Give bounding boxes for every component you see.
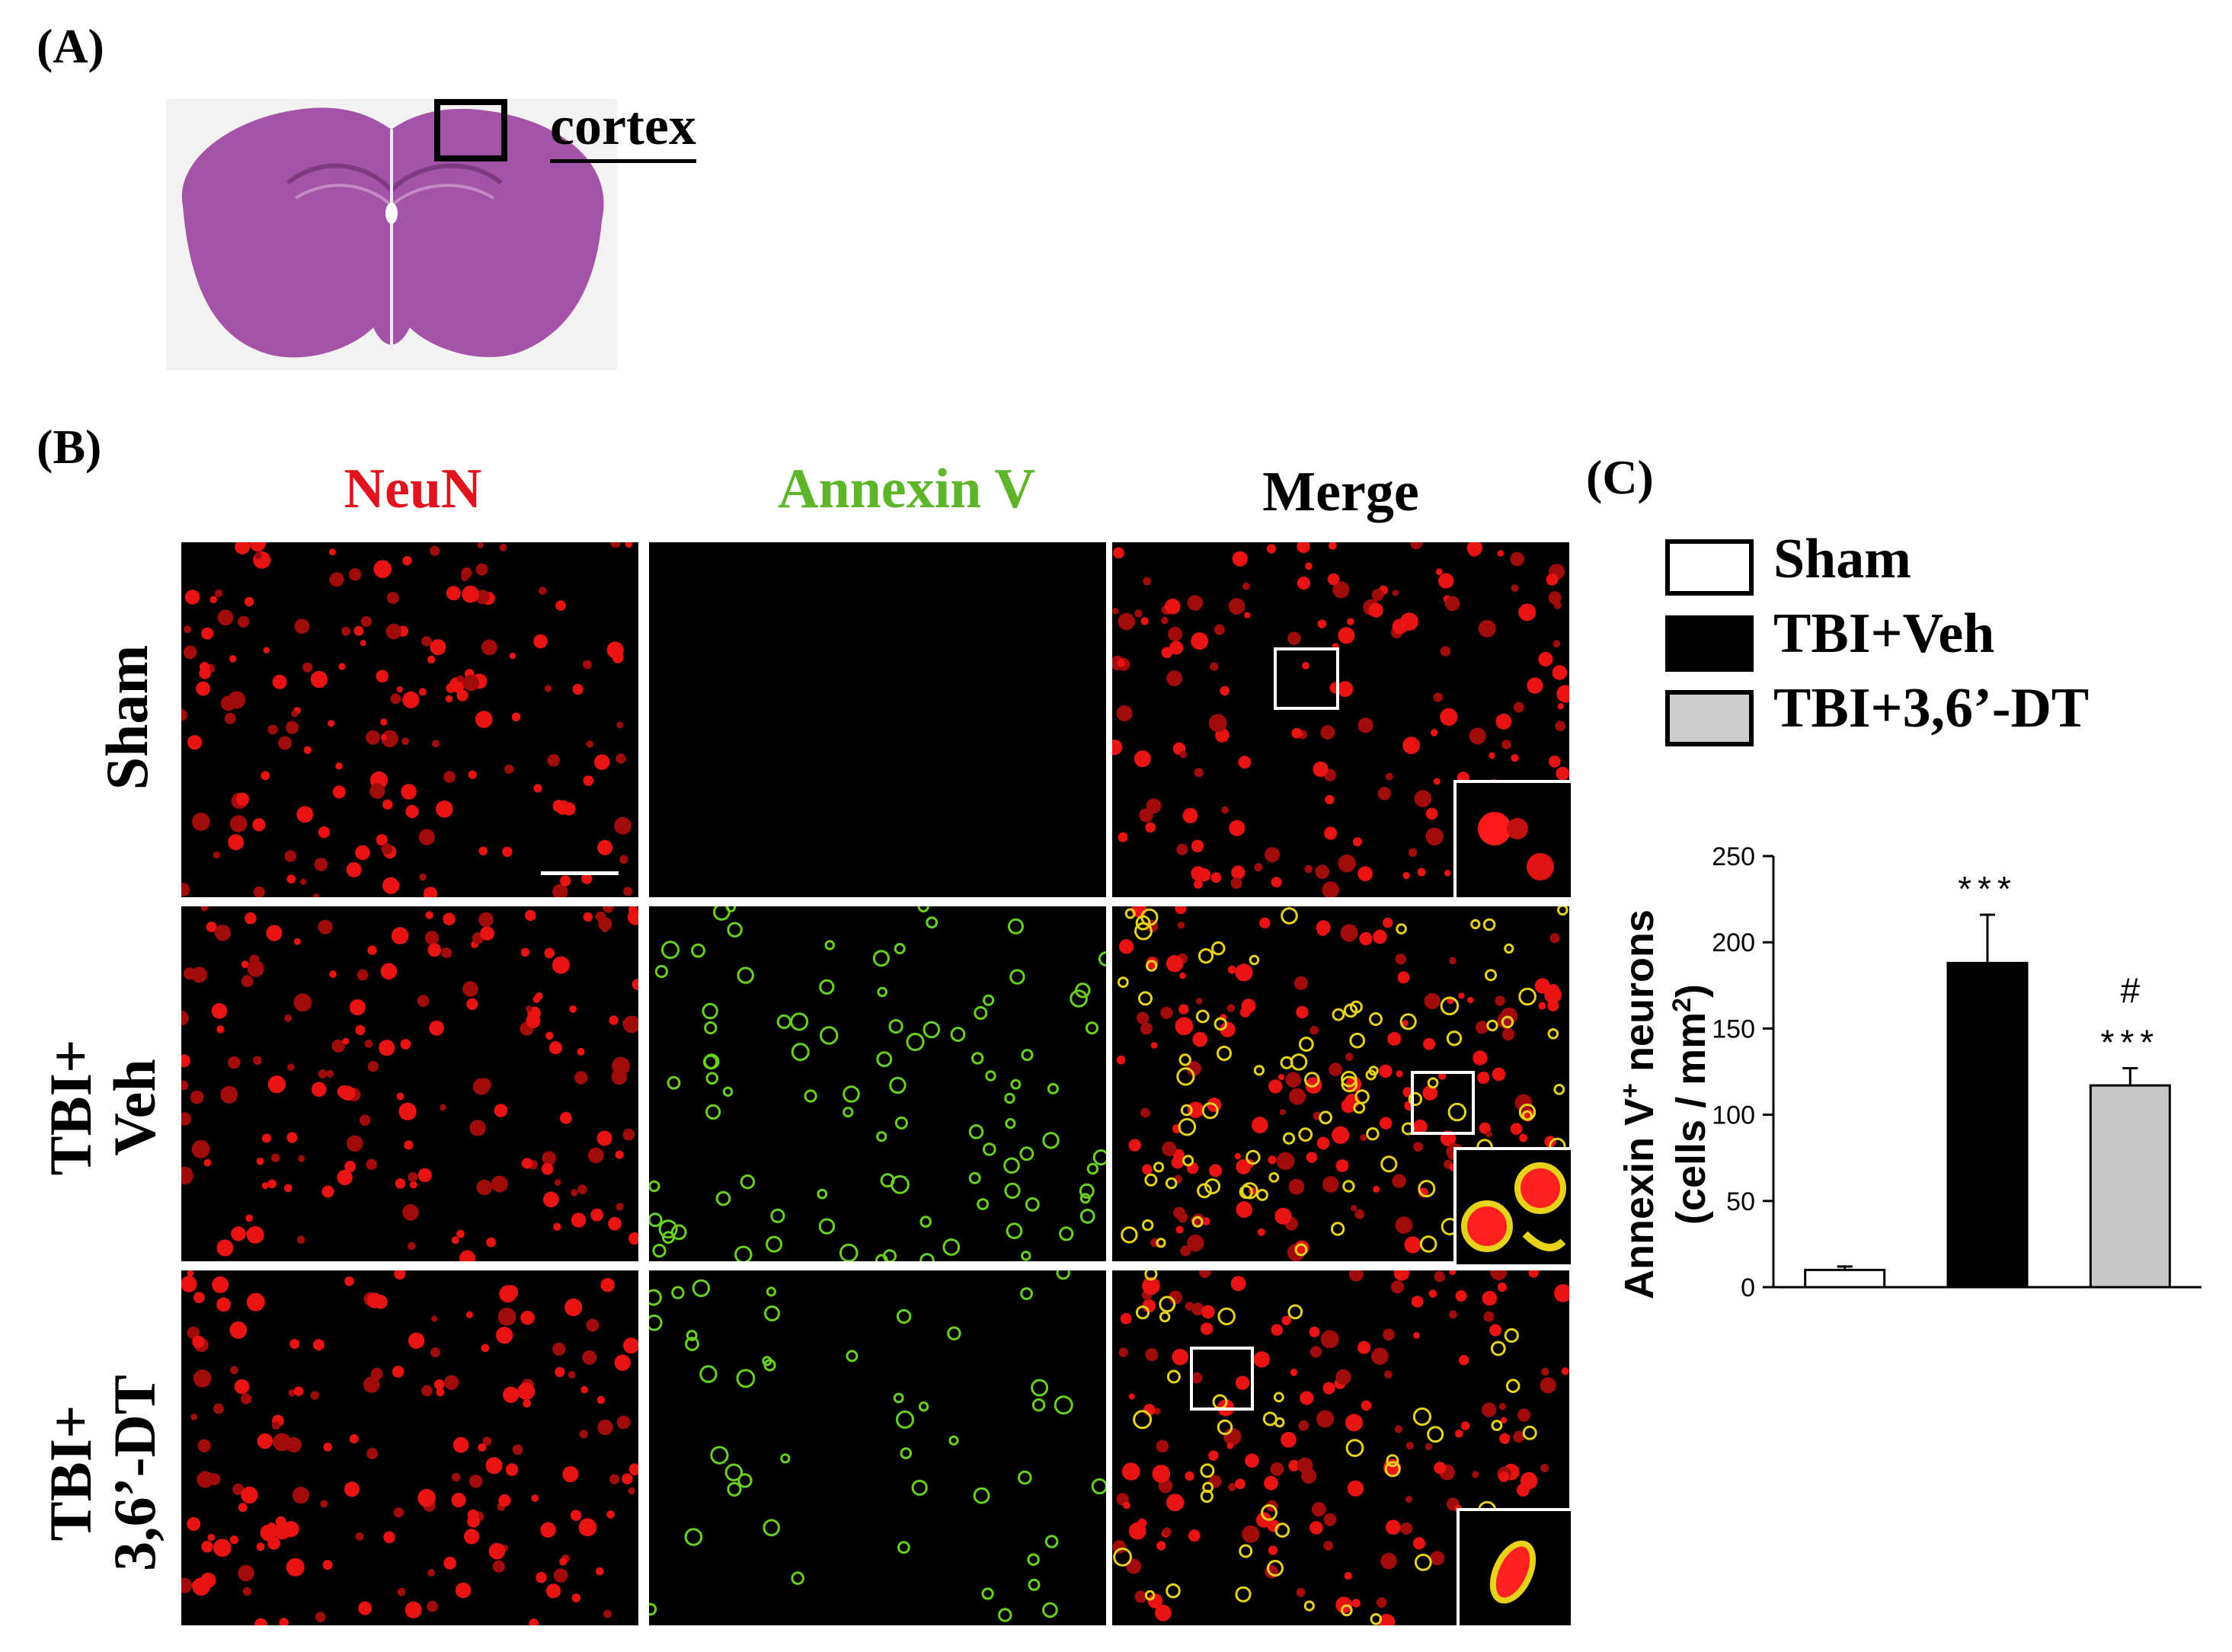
- column-header-merge: Merge: [1262, 461, 1419, 523]
- row-header-tbi-dt-line1: TBI+: [37, 1404, 104, 1542]
- bar-0: [1804, 1268, 1886, 1289]
- bar-1: [1946, 961, 2029, 1289]
- cortex-label: cortex: [550, 94, 696, 163]
- y-axis-label-sup2: 2: [1668, 998, 1696, 1012]
- merge-inset-tbi-veh: [1453, 1147, 1574, 1267]
- scale-bar: [541, 871, 619, 875]
- annexin-bar-chart: 0 50 100 150 200 250 *** *** # Annexin V+ neuro…: [1616, 842, 2202, 1302]
- row-header-tbi-veh-line2: Veh: [101, 1059, 168, 1156]
- panel-label-c: (C): [1586, 450, 1654, 504]
- row-header-tbi-veh-line1: TBI+: [37, 1039, 104, 1176]
- y-tick-label-1: 50: [1726, 1187, 1755, 1216]
- brain-slice-image: [166, 99, 617, 370]
- row-header-sham: Sham: [94, 644, 160, 791]
- merge-roi-sham: [1274, 647, 1339, 710]
- y-tick-label-5: 250: [1712, 842, 1755, 871]
- row-header-tbi-veh: TBI+ Veh: [23, 906, 190, 1264]
- column-header-neun: NeuN: [344, 458, 482, 520]
- merge-roi-tbi-dt: [1190, 1347, 1254, 1411]
- legend-swatch-tbi-veh: [1665, 615, 1754, 672]
- merge-inset-sham: [1453, 780, 1574, 900]
- legend-label-sham: Sham: [1773, 528, 1911, 590]
- legend-label-tbi-veh: TBI+Veh: [1773, 602, 1995, 665]
- inset-tbi-veh-cells: [1461, 1162, 1566, 1252]
- y-tick-label-4: 200: [1712, 928, 1755, 957]
- row-header-tbi-veh-text: TBI+ Veh: [37, 928, 168, 1286]
- y-axis-label-line2: (cells / mm2): [1668, 984, 1714, 1225]
- y-tick-label-3: 150: [1712, 1015, 1755, 1043]
- legend-swatch-sham: [1665, 539, 1754, 596]
- micrograph-sham-neun: [181, 542, 638, 897]
- micrograph-sham-annexin: [649, 542, 1106, 897]
- y-tick-label-0: 0: [1741, 1273, 1755, 1302]
- legend-label-tbi-dt: TBI+3,6’-DT: [1773, 677, 2090, 740]
- micrograph-tbi-dt-neun: [181, 1270, 638, 1625]
- inset-tbi-dt-cells: [1489, 1540, 1536, 1604]
- micrograph-tbi-veh-neun: [181, 906, 638, 1261]
- merge-roi-tbi-veh: [1411, 1071, 1475, 1135]
- merge-inset-tbi-dt: [1457, 1508, 1574, 1628]
- significance-secondary-2: #: [2121, 970, 2141, 1010]
- y-axis-label-line1: Annexin V+ neurons: [1616, 909, 1662, 1299]
- legend-swatch-tbi-dt: [1665, 690, 1754, 746]
- significance-1: ***: [1958, 869, 2017, 909]
- panel-label-b: (B): [37, 420, 102, 474]
- inset-sham-cells: [1478, 812, 1554, 880]
- row-header-tbi-dt-text: TBI+ 3,6’-DT: [37, 1294, 168, 1652]
- significance-2: ***: [2100, 1022, 2160, 1062]
- brain-slice-illustration: [181, 107, 604, 358]
- y-tick-label-2: 100: [1712, 1101, 1755, 1130]
- y-axis-label-sup1: +: [1616, 1083, 1645, 1098]
- column-header-annexin: Annexin V: [778, 458, 1035, 520]
- panel-label-a: (A): [37, 19, 104, 73]
- row-header-tbi-dt: TBI+ 3,6’-DT: [23, 1264, 190, 1622]
- cortex-roi-box: [434, 99, 507, 161]
- row-header-tbi-dt-line2: 3,6’-DT: [101, 1375, 168, 1571]
- ventricle: [385, 203, 398, 224]
- micrograph-tbi-veh-annexin: [649, 906, 1106, 1261]
- chart-bars: *** *** #: [1804, 869, 2171, 1289]
- bar-2: [2089, 1084, 2171, 1289]
- micrograph-tbi-dt-annexin: [649, 1270, 1106, 1625]
- y-axis-label-line2-end: ): [1668, 984, 1714, 998]
- y-axis-label-line1-end: neurons: [1616, 909, 1662, 1083]
